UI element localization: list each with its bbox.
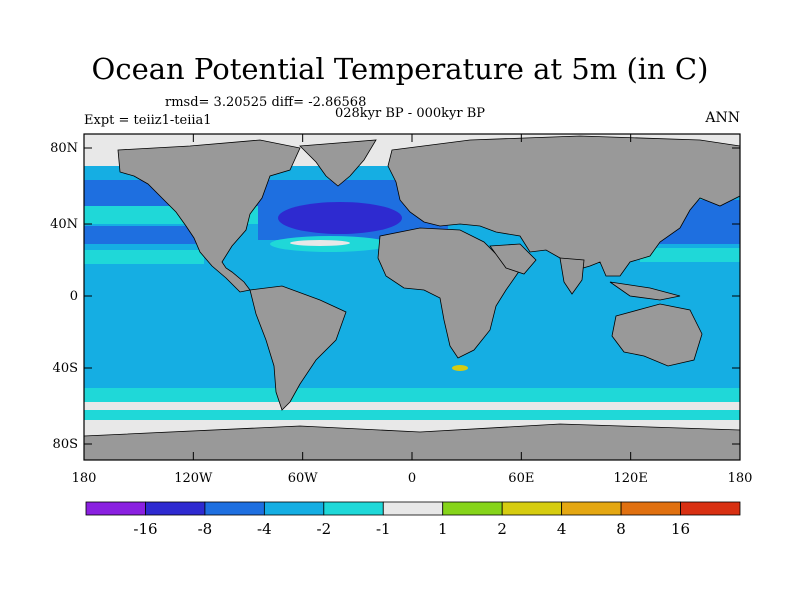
lon-tick-label: 120W [174,471,213,486]
atlantic-ice-streak [290,240,350,246]
colorbar [85,501,741,516]
pacific-mild-east [640,248,740,262]
land-eurasia [387,135,740,277]
land-africa [377,227,521,359]
colorbar-label: 1 [437,520,448,538]
land-greenland [299,139,377,187]
lon-tick-label: 180 [728,471,753,486]
colorbar-label: 2 [497,520,507,538]
colorbar-swatch [204,501,265,516]
colorbar-swatch [501,501,563,516]
lat-tick-label: 40S [53,361,78,376]
colorbar-label: 8 [616,520,626,538]
colorbar-label: -8 [197,520,213,538]
north-atlantic-coldest [278,202,402,234]
lat-tick-label: 80S [53,437,78,452]
lat-tick-label: 0 [70,289,78,304]
colorbar-swatch [442,501,503,516]
colorbar-label: -4 [257,520,272,538]
land-antarctica [84,423,740,460]
southern-atlantic-warm [452,365,468,371]
colorbar-swatch [382,501,444,516]
colorbar-swatch [680,501,741,516]
land-masses [84,135,740,460]
axis-ticks: 80N 40N 0 40S 80S 180 120W 60W 0 60E 120E 180 [50,134,752,486]
north-pacific-mild-2 [84,250,204,264]
subtitle: 028kyr BP - 000kyr BP [334,106,486,121]
lat-tick-label: 40N [50,217,78,232]
lon-tick-label: 120E [614,471,648,486]
land-arabia [489,243,537,275]
colorbar-label: -1 [375,520,391,538]
lat-tick-label: 80N [50,141,78,156]
colorbar-label: 4 [556,520,567,538]
colorbar-swatch [561,501,622,516]
lon-tick-label: 60E [508,471,534,486]
colorbar-label: 16 [670,520,691,538]
map-plot-area [84,134,740,460]
experiment-label: Expt = teiiz1-teiia1 [84,113,212,128]
land-south-america [249,285,347,411]
colorbar-swatch [85,501,146,516]
colorbar-swatch [145,501,206,516]
stats-line: rmsd= 3.20525 diff= -2.86568 [165,95,367,110]
colorbar-swatch [323,501,384,516]
colorbar-swatch [263,501,325,516]
lon-tick-label: 0 [408,471,416,486]
season-label: ANN [705,110,740,126]
colorbar-label: -2 [316,520,332,538]
plot-title: Ocean Potential Temperature at 5m (in C) [91,52,709,86]
lon-tick-label: 60W [288,471,319,486]
colorbar-swatch [620,501,681,516]
land-australia [611,303,703,367]
land-north-america [117,139,301,293]
north-pacific-cold-2 [84,226,204,244]
land-indonesia [609,281,681,301]
land-india [559,257,585,295]
lon-tick-label: 180 [72,471,97,486]
colorbar-label: -16 [133,520,158,538]
